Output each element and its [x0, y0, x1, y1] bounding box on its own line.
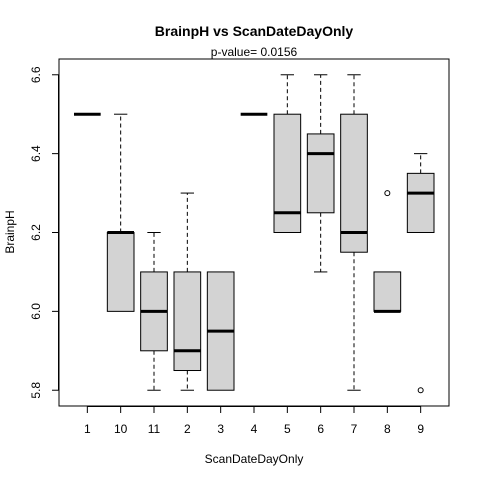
box-iqr: [373, 271, 402, 312]
y-axis: 5.8 6.0 6.2 6.4 6.6: [29, 66, 59, 399]
box-group-11: [140, 232, 168, 391]
x-tick-label: 5: [284, 422, 291, 436]
outlier-point: [384, 190, 391, 197]
chart-title: BrainpH vs ScanDateDayOnly: [155, 23, 354, 39]
y-tick-label: 6.2: [29, 224, 43, 241]
outlier-point: [417, 387, 424, 394]
x-axis: 1 10 11 2 3 4 5 6 7 8 9: [84, 406, 424, 436]
x-tick-label: 7: [351, 422, 358, 436]
x-tick-label: 6: [317, 422, 324, 436]
box-group-10: [106, 113, 135, 312]
x-axis-label: ScanDateDayOnly: [205, 452, 304, 466]
box-iqr: [340, 113, 368, 253]
chart-subtitle: p-value= 0.0156: [211, 45, 298, 59]
x-tick-label: 4: [251, 422, 258, 436]
y-tick-label: 5.8: [29, 382, 43, 399]
boxes-layer: [74, 74, 435, 394]
x-tick-label: 3: [217, 422, 224, 436]
x-tick-label: 11: [148, 422, 161, 436]
x-tick-label: 1: [84, 422, 91, 436]
box-iqr: [173, 271, 202, 372]
box-group-5: [273, 74, 302, 233]
y-tick-label: 6.4: [29, 145, 43, 162]
x-tick-label: 9: [417, 422, 424, 436]
box-iqr: [306, 133, 335, 214]
box-group-3: [206, 271, 235, 391]
x-tick-label: 8: [384, 422, 391, 436]
box-group-2: [173, 192, 202, 391]
y-axis-label: BrainpH: [3, 210, 17, 253]
box-iqr: [106, 232, 135, 312]
box-group-6: [306, 74, 335, 273]
box-group-8: [373, 190, 402, 313]
box-group-9: [406, 153, 435, 394]
y-tick-label: 6.6: [29, 66, 43, 83]
x-tick-label: 10: [114, 422, 128, 436]
y-tick-label: 6.0: [29, 303, 43, 320]
x-tick-label: 2: [184, 422, 191, 436]
box-iqr: [273, 113, 302, 233]
box-group-7: [340, 74, 368, 391]
box-iqr: [406, 172, 435, 234]
